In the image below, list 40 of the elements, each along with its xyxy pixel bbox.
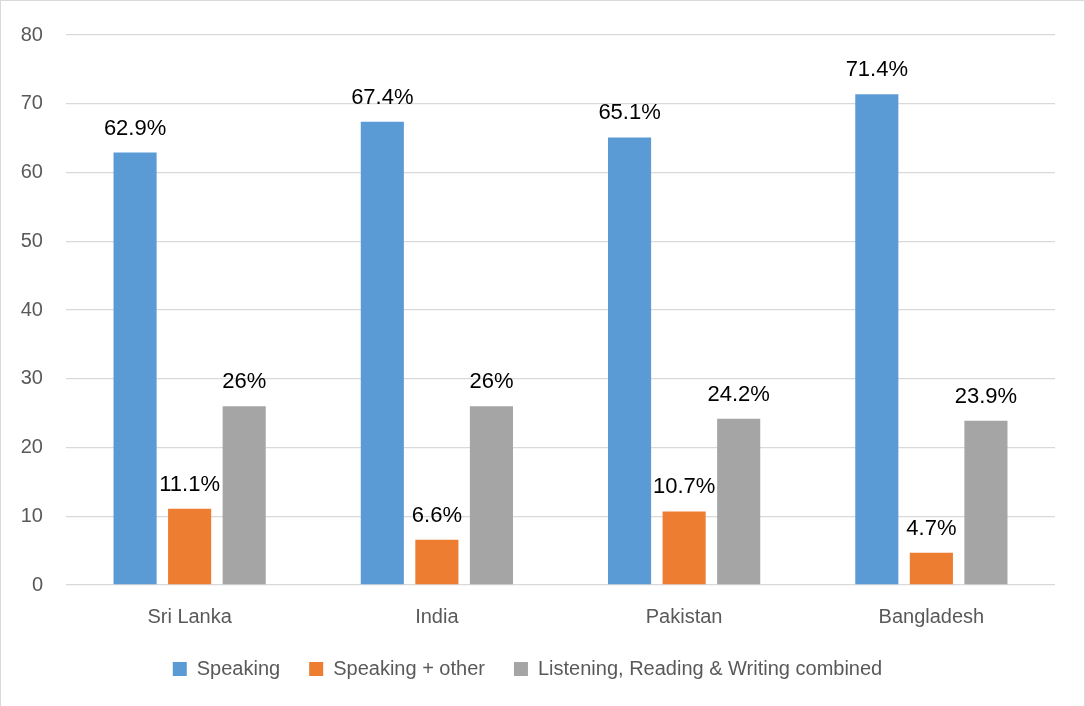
- y-tick-label: 80: [20, 22, 43, 45]
- bar: [415, 539, 459, 585]
- bar: [222, 406, 266, 585]
- bar: [909, 552, 953, 585]
- y-tick-label: 0: [31, 572, 43, 595]
- data-label: 26%: [469, 368, 514, 394]
- data-label: 23.9%: [954, 382, 1018, 408]
- legend-label: Speaking + other: [333, 656, 486, 679]
- legend-label: Speaking: [196, 656, 281, 679]
- legend-label: Listening, Reading & Writing combined: [537, 656, 883, 679]
- bar: [964, 420, 1008, 585]
- x-tick-label: Bangladesh: [878, 604, 985, 627]
- bar: [608, 137, 652, 585]
- y-tick-label: 60: [20, 160, 43, 183]
- y-tick-label: 20: [20, 435, 43, 458]
- x-tick-label: Pakistan: [645, 604, 723, 627]
- data-label: 67.4%: [351, 83, 414, 109]
- data-label: 6.6%: [411, 501, 462, 527]
- data-label: 4.7%: [906, 514, 957, 540]
- bar: [717, 418, 761, 585]
- bar: [469, 406, 513, 585]
- bar: [855, 94, 899, 585]
- y-tick-label: 50: [20, 228, 43, 251]
- x-tick-label: India: [415, 604, 460, 627]
- bar: [662, 511, 706, 585]
- data-label: 65.1%: [598, 99, 661, 125]
- data-label: 26%: [222, 368, 267, 394]
- bar: [360, 121, 404, 585]
- y-tick-label: 30: [20, 366, 43, 389]
- bar: [113, 152, 157, 585]
- y-tick-label: 40: [20, 297, 43, 320]
- y-tick-label: 70: [20, 91, 43, 114]
- data-label: 10.7%: [652, 473, 716, 499]
- bar: [168, 508, 212, 585]
- data-label: 24.2%: [707, 380, 770, 406]
- data-label: 62.9%: [103, 114, 167, 140]
- data-label: 71.4%: [845, 56, 909, 82]
- y-tick-label: 10: [20, 503, 43, 526]
- data-label: 11.1%: [159, 470, 220, 496]
- x-tick-label: Sri Lanka: [147, 604, 233, 627]
